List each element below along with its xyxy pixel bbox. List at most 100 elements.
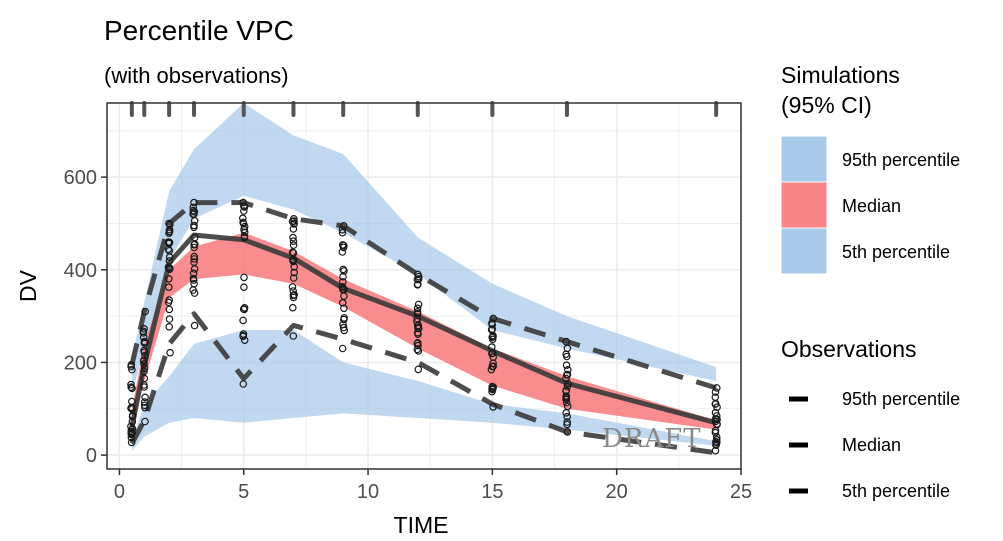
observation-point: [414, 300, 423, 309]
observation-point: [338, 226, 347, 234]
ci-band-median: [131, 232, 717, 430]
observation-point: [338, 278, 347, 286]
observation-point: [165, 322, 174, 331]
chart-title: Percentile VPC: [104, 15, 294, 46]
plot-panel: DRAFT: [106, 101, 742, 470]
x-tick-label: 25: [730, 481, 752, 503]
observation-points: [127, 198, 721, 455]
observation-point: [139, 357, 148, 365]
legend-simulations-items: 95th percentile Median 5th percentile: [780, 135, 960, 275]
observation-point: [338, 344, 347, 353]
observation-point: [189, 210, 197, 219]
observation-point: [713, 415, 721, 424]
observation-point: [489, 362, 498, 371]
x-tick-label: 20: [606, 481, 628, 503]
observation-point: [413, 304, 422, 313]
y-tick-label: 0: [86, 445, 97, 467]
x-tick-label: 0: [114, 481, 125, 503]
legend-sim-swatch: [780, 227, 828, 275]
x-tick-label: 15: [481, 481, 503, 503]
observation-point: [127, 433, 136, 442]
legend-obs-label: 95th percentile: [842, 389, 960, 409]
observation-point: [165, 239, 173, 248]
observation-point: [127, 362, 135, 371]
observation-point: [141, 417, 149, 426]
legend-sim-swatch: [780, 135, 828, 183]
observation-point: [288, 248, 297, 257]
obs-line-5th: [129, 311, 717, 456]
observation-point: [190, 252, 199, 261]
observation-point: [488, 384, 497, 393]
observation-point: [289, 291, 298, 300]
observation-point: [140, 367, 148, 376]
observation-point: [563, 428, 572, 436]
observation-point: [489, 332, 497, 341]
observation-point: [563, 418, 572, 426]
observation-point: [141, 351, 149, 360]
observation-point: [140, 401, 149, 410]
observation-point: [239, 380, 248, 388]
observation-point: [488, 333, 497, 342]
observation-point: [239, 332, 247, 341]
observation-point: [413, 317, 421, 326]
observation-point: [339, 323, 348, 332]
legend-observations-title: Observations: [781, 336, 917, 362]
observation-point: [190, 198, 198, 207]
observation-point: [165, 229, 173, 238]
observation-point: [712, 433, 721, 441]
observation-point: [562, 352, 571, 361]
observation-point: [239, 198, 248, 207]
observation-point: [239, 316, 247, 325]
observation-point: [711, 428, 720, 437]
legend: Simulations (95% CI) 95th percentile Media…: [780, 62, 960, 501]
observation-point: [290, 262, 299, 271]
observation-point: [189, 276, 198, 284]
observation-point: [128, 417, 137, 426]
observation-point: [340, 326, 349, 335]
y-tick-label: 400: [64, 260, 97, 282]
y-axis-title: DV: [15, 269, 41, 302]
observation-point: [711, 399, 720, 408]
observation-point: [563, 412, 572, 421]
observation-point: [414, 341, 422, 350]
legend-obs-label: 5th percentile: [842, 481, 950, 501]
observation-point: [165, 315, 174, 323]
observation-point: [563, 344, 572, 353]
observation-point: [413, 275, 422, 284]
y-tick-label: 600: [64, 167, 97, 189]
observation-point: [189, 206, 198, 215]
legend-sim-swatch: [780, 181, 828, 229]
observation-point: [340, 314, 349, 322]
observation-point: [139, 328, 148, 337]
observation-point: [339, 272, 347, 281]
observation-point: [191, 233, 199, 242]
observation-point: [563, 365, 572, 374]
observation-point: [414, 365, 423, 374]
observation-point: [562, 361, 571, 370]
observation-point: [289, 237, 298, 246]
observation-point: [288, 283, 297, 291]
legend-observations-items: 95th percentile Median 5th percentile: [789, 389, 960, 501]
observation-point: [165, 257, 174, 265]
observation-point: [711, 388, 720, 396]
observation-point: [340, 304, 348, 313]
observation-point: [140, 364, 149, 373]
observation-point: [712, 441, 720, 450]
observation-point: [239, 214, 247, 223]
observation-point: [564, 379, 572, 388]
y-tick-label: 200: [64, 352, 97, 374]
observation-point: [289, 287, 298, 295]
axes: 0 5 10 15 20 25 0 200 400 600: [64, 167, 753, 503]
observation-point: [128, 384, 136, 393]
observation-point: [338, 228, 347, 237]
observation-point: [127, 404, 135, 413]
observation-point: [339, 265, 348, 274]
observation-point: [413, 338, 422, 347]
observation-point: [414, 347, 423, 355]
observation-point: [338, 285, 347, 293]
observation-point: [488, 387, 496, 396]
observation-point: [240, 207, 248, 215]
observation-point: [488, 319, 496, 327]
legend-sim-label: Median: [842, 196, 901, 216]
